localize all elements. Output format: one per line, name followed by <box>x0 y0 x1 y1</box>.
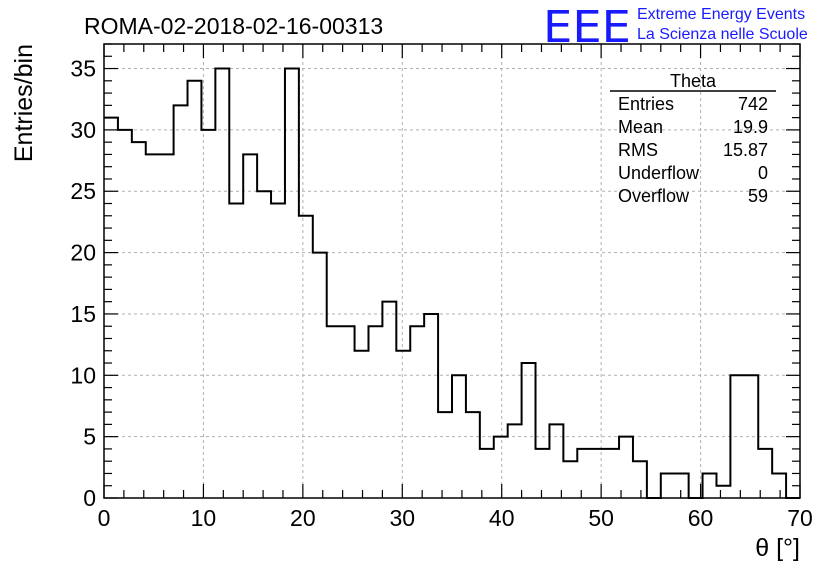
x-axis: 0 10 20 30 40 50 60 70 <box>98 44 813 531</box>
stats-row-value: 19.9 <box>733 117 768 137</box>
eee-logo: EEE Extreme Energy Events La Scienza nel… <box>543 2 808 53</box>
y-tick-label: 35 <box>70 56 96 82</box>
x-tick-label: 70 <box>787 505 813 531</box>
y-axis-title: Entries/bin <box>10 44 38 162</box>
y-axis: 0 5 10 15 20 25 30 35 <box>70 43 800 511</box>
y-tick-label: 0 <box>83 485 96 511</box>
y-tick-label: 30 <box>70 117 96 143</box>
y-tick-label: 20 <box>70 240 96 266</box>
x-tick-label: 40 <box>489 505 515 531</box>
stats-row-value: 15.87 <box>723 140 768 160</box>
x-tick-label: 20 <box>290 505 316 531</box>
stats-box: Theta Entries 742 Mean 19.9 RMS 15.87 Underflo… <box>610 71 776 206</box>
stats-title: Theta <box>670 71 717 91</box>
stats-row-value: 0 <box>758 163 768 183</box>
stats-row-label: Underflow <box>618 163 700 183</box>
stats-row-label: Entries <box>618 94 674 114</box>
chart-title: ROMA-02-2018-02-16-00313 <box>84 13 383 39</box>
logo-line2: La Scienza nelle Scuole <box>637 26 808 43</box>
x-tick-label: 60 <box>688 505 714 531</box>
x-tick-label: 50 <box>588 505 614 531</box>
stats-row-value: 742 <box>738 94 768 114</box>
stats-row-label: Overflow <box>618 186 690 206</box>
histogram-series <box>104 67 800 499</box>
stats-row-value: 59 <box>748 186 768 206</box>
y-tick-label: 25 <box>70 178 96 204</box>
plot-frame <box>103 43 801 499</box>
stats-row-label: RMS <box>618 140 658 160</box>
y-tick-label: 5 <box>83 424 96 450</box>
logo-line1: Extreme Energy Events <box>637 6 805 23</box>
x-tick-label: 30 <box>389 505 415 531</box>
grid-lines <box>104 44 800 498</box>
x-axis-title: θ [°] <box>755 534 800 562</box>
stats-row-label: Mean <box>618 117 663 137</box>
logo-mark: EEE <box>543 2 631 53</box>
x-tick-label: 10 <box>191 505 217 531</box>
y-tick-label: 10 <box>70 362 96 388</box>
x-tick-label: 0 <box>98 505 111 531</box>
y-tick-label: 15 <box>70 301 96 327</box>
